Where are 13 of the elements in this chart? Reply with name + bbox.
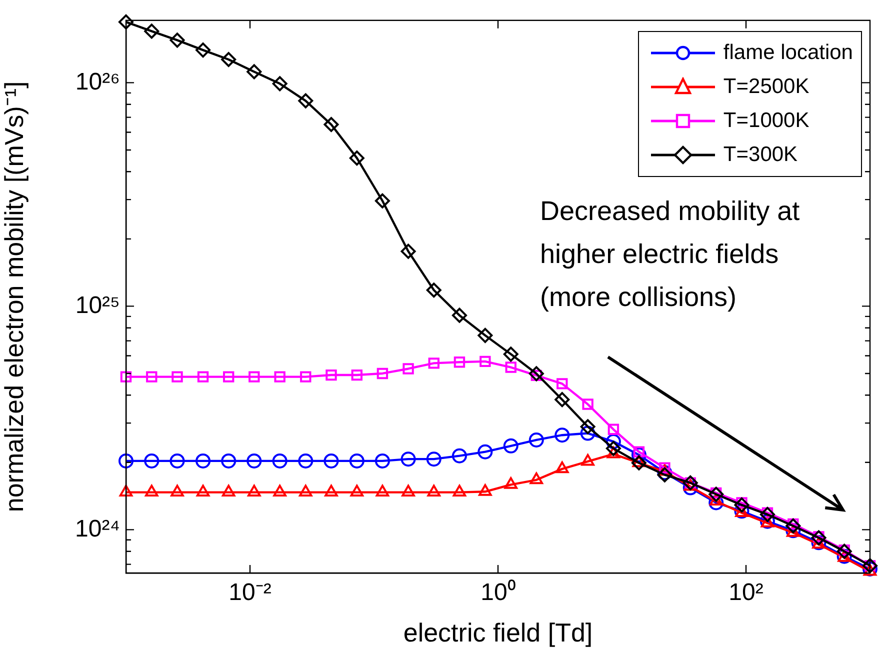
annotation: Decreased mobility at higher electric fields (more collisions) [540, 195, 801, 314]
y-tick-label: 10²⁴ [75, 515, 120, 542]
legend-label: T=300K [723, 143, 798, 167]
x-tick-label: 10⁻² [228, 579, 272, 606]
y-tick-label: 10²⁶ [75, 68, 120, 96]
x-tick-label: 10² [728, 579, 764, 606]
y-tick-label: 10²⁵ [75, 292, 120, 319]
legend-label: flame location [723, 41, 853, 65]
x-tick-label: 10⁰ [480, 579, 516, 606]
legend-label: T=1000K [723, 109, 810, 133]
legend-label: T=2500K [723, 75, 810, 99]
x-axis-title: electric field [Td] [403, 618, 593, 648]
y-axis-title: normalized electron mobility [(mVs)⁻¹] [0, 81, 29, 512]
